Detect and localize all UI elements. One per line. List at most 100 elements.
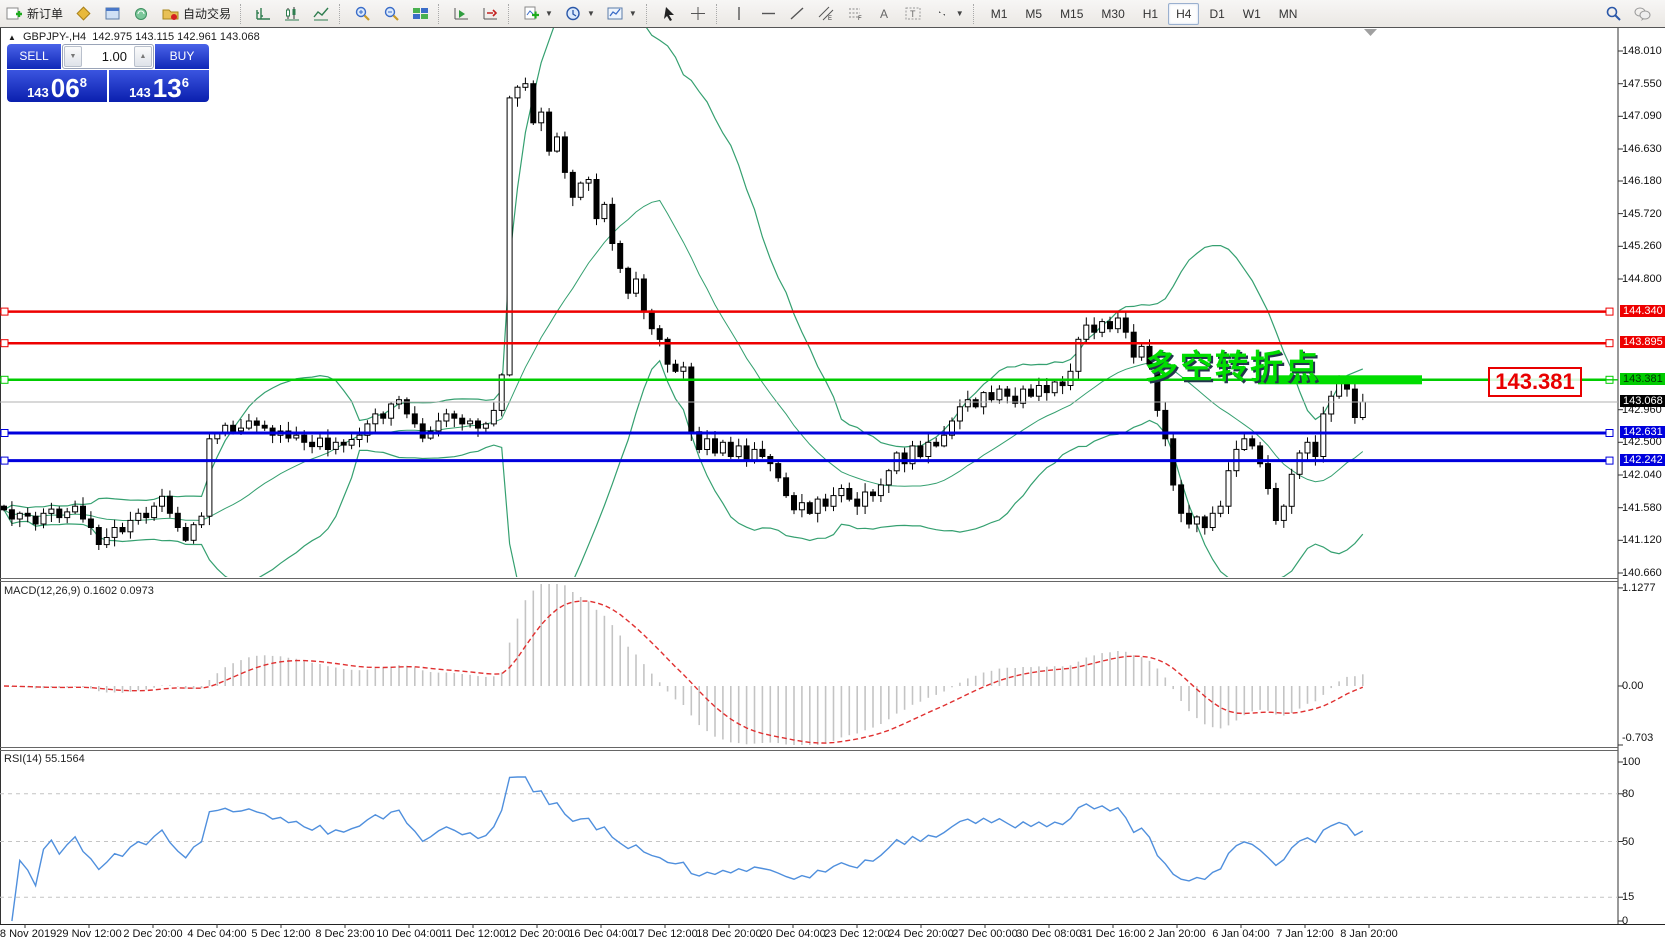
chart-shift-button[interactable] <box>477 3 504 24</box>
search-button[interactable] <box>1600 3 1627 24</box>
gold-tag-icon <box>76 6 91 21</box>
line-chart-button[interactable] <box>308 3 335 24</box>
text-icon: A <box>880 7 888 21</box>
new-order-button[interactable]: 新订单 <box>1 2 68 25</box>
timeframe-mn[interactable]: MN <box>1278 6 1298 21</box>
timeframe-w1[interactable]: W1 <box>1242 6 1261 21</box>
sell-button[interactable]: SELL <box>7 44 61 69</box>
new-order-label: 新订单 <box>27 7 64 21</box>
text-label-button[interactable]: T <box>900 3 927 24</box>
text-label-icon: T <box>905 7 921 20</box>
svg-text:F: F <box>858 16 862 21</box>
tile-windows-icon <box>413 8 429 19</box>
dropdown-arrow-icon: ▼ <box>586 9 595 18</box>
svg-text:T: T <box>910 9 916 19</box>
buy-price-sup: 6 <box>181 75 189 90</box>
trend-bar[interactable] <box>1258 375 1422 385</box>
bar-chart-icon <box>256 8 271 20</box>
toolbar-separator <box>438 3 444 24</box>
horizontal-line-icon <box>761 12 775 15</box>
timeframe-h4[interactable]: H4 <box>1168 2 1200 25</box>
volume-decrease-button[interactable]: ▼ <box>64 46 82 67</box>
vertical-line-button[interactable] <box>726 3 753 24</box>
template-icon <box>607 7 623 20</box>
macd-panel <box>3 584 1364 745</box>
indicators-button[interactable]: ▼ <box>518 3 558 24</box>
dropdown-arrow-icon: ▼ <box>628 9 637 18</box>
vertical-line-icon <box>738 7 740 20</box>
buy-price-prefix: 143 <box>129 85 151 100</box>
timeframe-m30[interactable]: M30 <box>1101 6 1125 21</box>
toolbar-separator <box>972 3 979 24</box>
arrows-button[interactable]: ▼ <box>929 3 969 24</box>
community-button[interactable] <box>128 3 155 24</box>
fibonacci-icon: F <box>848 8 862 21</box>
trendline-icon <box>790 7 804 20</box>
volume-increase-button[interactable]: ▲ <box>134 46 152 67</box>
crosshair-button[interactable] <box>685 3 712 24</box>
channel-button[interactable]: E <box>813 3 840 24</box>
fibonacci-button[interactable]: F <box>842 3 869 24</box>
sell-price-big: 06 <box>50 73 80 103</box>
crosshair-icon <box>690 7 705 20</box>
bar-chart-button[interactable] <box>250 3 277 24</box>
equidistant-channel-icon: E <box>818 6 834 21</box>
toolbar-separator <box>508 3 514 24</box>
autotrade-label: 自动交易 <box>183 7 232 21</box>
timeframe-m1[interactable]: M1 <box>990 6 1008 21</box>
volume-control: ▼ 1.00 ▲ <box>62 44 154 69</box>
sell-price-button[interactable]: 143 06 8 <box>7 70 107 102</box>
chart-shift-marker <box>1364 29 1377 36</box>
signal-globe-icon <box>135 8 148 20</box>
horizontal-line-button[interactable] <box>755 3 782 24</box>
cursor-button[interactable] <box>656 3 683 24</box>
new-order-icon <box>6 7 22 20</box>
cursor-icon <box>663 7 674 21</box>
terminal-window-button[interactable] <box>99 3 126 24</box>
periods-button[interactable]: ▼ <box>560 3 600 24</box>
chart-shift-icon <box>483 8 498 20</box>
rsi-panel <box>0 776 1618 922</box>
buy-button[interactable]: BUY <box>155 44 209 69</box>
zoom-out-button[interactable] <box>378 3 405 24</box>
candlestick-chart-icon <box>285 7 300 21</box>
buy-price-big: 13 <box>152 73 182 103</box>
autotrade-button[interactable]: 自动交易 <box>157 2 236 25</box>
sell-price-prefix: 143 <box>27 85 49 100</box>
volume-input[interactable]: 1.00 <box>101 49 127 64</box>
zoom-out-icon <box>384 6 399 21</box>
toolbar-separator <box>715 3 722 24</box>
market-watch-button[interactable] <box>70 3 97 24</box>
sell-price-sup: 8 <box>79 75 87 90</box>
panel-collapse-icon[interactable]: ▲ <box>8 33 16 42</box>
autotrade-status-icon <box>162 9 179 20</box>
svg-text:A: A <box>880 7 888 21</box>
toolbar-separator <box>645 3 652 24</box>
timeframe-m5[interactable]: M5 <box>1025 6 1043 21</box>
ohlc-values: 142.975 143.115 142.961 143.068 <box>92 31 260 43</box>
dropdown-arrow-icon: ▼ <box>545 9 553 18</box>
tile-windows-button[interactable] <box>407 3 434 24</box>
timeframe-d1[interactable]: D1 <box>1209 6 1225 21</box>
clock-icon <box>566 6 580 21</box>
buy-price-button[interactable]: 143 13 6 <box>109 70 209 102</box>
templates-button[interactable]: ▼ <box>602 3 642 24</box>
trendline-button[interactable] <box>784 3 811 24</box>
timeframe-h1[interactable]: H1 <box>1142 6 1159 21</box>
terminal-window-icon <box>105 7 120 20</box>
zoom-in-button[interactable] <box>349 3 376 24</box>
chat-button[interactable] <box>1629 3 1656 24</box>
timeframe-m15[interactable]: M15 <box>1060 6 1084 21</box>
indicators-icon <box>524 6 540 20</box>
text-button[interactable]: A <box>871 3 898 24</box>
auto-scroll-button[interactable] <box>448 3 475 24</box>
svg-text:E: E <box>828 16 832 21</box>
candle-chart-button[interactable] <box>279 3 306 24</box>
dropdown-arrow-icon: ▼ <box>955 9 964 18</box>
toolbar-separator <box>339 3 345 24</box>
chat-icon <box>1634 7 1651 21</box>
line-chart-icon <box>313 7 329 21</box>
symbol-label: GBPJPY-,H4 <box>22 31 87 43</box>
